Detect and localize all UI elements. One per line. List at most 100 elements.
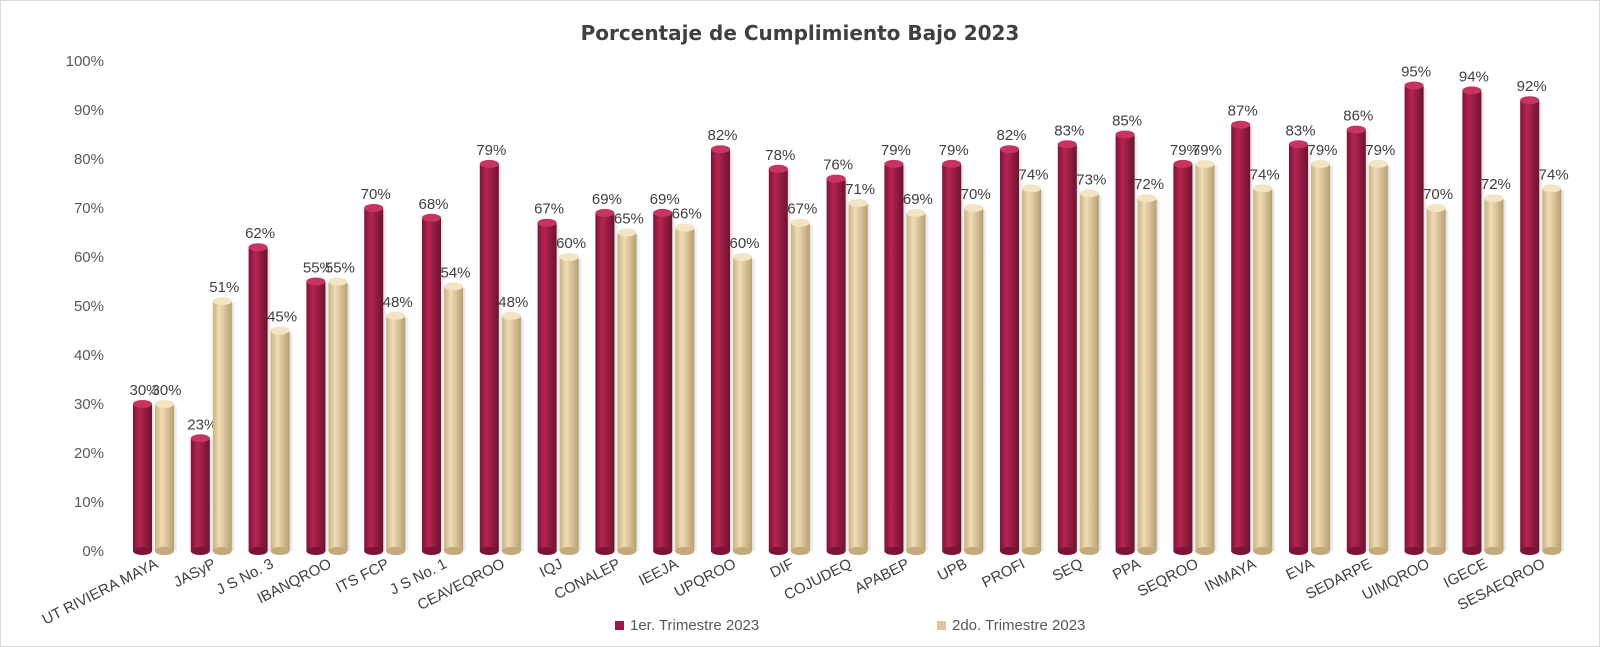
bar-base [1137, 547, 1157, 555]
bar-cap [1520, 96, 1540, 105]
bar-shadow [554, 224, 561, 551]
bar-shadow [150, 406, 156, 551]
bar-base [328, 547, 348, 555]
y-tick-label: 70% [74, 200, 104, 217]
bar-shadow [1306, 146, 1312, 552]
bar-base [1404, 547, 1424, 555]
bar-base [711, 547, 730, 555]
bar-1-ibanqroo [306, 277, 330, 555]
bar-1-sedarpe [1346, 125, 1370, 555]
bar-cap [559, 253, 579, 261]
bar-cap [653, 208, 673, 217]
bar-shadow [496, 165, 503, 551]
x-tick-label: JASyP [171, 555, 219, 591]
bar-shadow [1270, 190, 1277, 551]
bar-cap [1289, 140, 1308, 149]
data-label: 68% [418, 196, 448, 213]
bar-cap [617, 228, 637, 237]
bar-base [1253, 547, 1273, 555]
bar-body [1368, 163, 1388, 551]
data-label: 70% [361, 186, 391, 203]
bar-1-ut-riviera-maya [133, 400, 156, 555]
bar-2-ieeja [675, 223, 699, 555]
bar-cap [1173, 159, 1193, 168]
legend-swatch-series-2 [937, 621, 946, 630]
bar-2-jasyp [212, 297, 236, 555]
bar-base [1346, 547, 1366, 555]
bar-base [942, 547, 962, 555]
bar-cap [906, 208, 926, 217]
legend-swatch-series-1 [615, 621, 624, 630]
bar-shadow [959, 165, 966, 551]
bar-cap [133, 400, 152, 408]
bar-cap [1346, 125, 1366, 134]
data-label: 55% [303, 260, 333, 277]
bar-cap [1311, 159, 1330, 168]
bar-shadow [612, 214, 619, 551]
bar-shadow [381, 210, 388, 551]
bar-cap [1231, 120, 1251, 129]
data-label: 67% [534, 201, 564, 218]
bar-1-iqj [537, 218, 561, 555]
bar-shadow [1421, 87, 1428, 551]
bar-cap [1000, 145, 1019, 154]
data-label: 87% [1228, 103, 1258, 120]
x-tick-label: SEQROO [1135, 555, 1201, 600]
bar-base [1520, 547, 1540, 555]
data-label: 60% [556, 235, 586, 252]
bar-base [826, 547, 846, 555]
bar-1-ceaveqroo [479, 159, 503, 555]
bar-base [884, 547, 904, 555]
bar-base [675, 547, 695, 555]
bar-body [826, 178, 846, 551]
bar-body [711, 149, 730, 551]
bar-base [1000, 547, 1019, 555]
bar-base [444, 547, 463, 555]
bar-body [270, 330, 290, 551]
bar-1-upb [942, 159, 966, 555]
bar-shadow [207, 440, 214, 551]
bar-body [1115, 134, 1135, 551]
data-label: 78% [765, 147, 795, 164]
bar-base [595, 547, 615, 555]
bar-base [364, 547, 384, 555]
bar-cap [595, 208, 615, 217]
bar-cap [675, 223, 695, 232]
bar-shadow [345, 283, 352, 551]
bar-body [1520, 100, 1540, 551]
bar-1-uimqroo [1404, 81, 1428, 555]
data-label: 79% [1307, 142, 1337, 159]
bar-shadow [923, 214, 930, 551]
bar-cap [884, 159, 904, 168]
bar-2-seq [1079, 189, 1103, 555]
bar-base [1173, 547, 1193, 555]
bar-body [1137, 198, 1157, 551]
legend-item-series-1: 1er. Trimestre 2023 [615, 617, 759, 634]
bar-1-cojudeq [826, 174, 850, 555]
bar-2-ibanqroo [328, 277, 352, 555]
data-label: 79% [1170, 142, 1200, 159]
data-label: 74% [1018, 166, 1048, 183]
bar-2-apabep [906, 208, 930, 555]
y-tick-label: 50% [74, 298, 104, 315]
bar-1-upqroo [711, 145, 734, 555]
bar-cap [1404, 81, 1424, 90]
bar-cap [270, 326, 290, 335]
bar-cap [212, 297, 232, 306]
bar-shadow [1017, 151, 1023, 551]
bar-cap [501, 311, 521, 320]
bar-2-dif [790, 218, 814, 555]
bar-body [653, 212, 673, 551]
bar-cap [733, 253, 752, 261]
bar-cap [1057, 140, 1077, 149]
bar-1-ieeja [653, 208, 677, 555]
bar-body [884, 163, 904, 551]
bar-body [190, 438, 210, 551]
bar-base [617, 547, 637, 555]
bar-body [1426, 208, 1446, 551]
x-tick-label: CONALEP [552, 555, 624, 603]
x-tick-label: IQJ [537, 555, 566, 581]
data-label: 54% [440, 264, 470, 281]
data-label: 73% [1076, 171, 1106, 188]
bar-base [1195, 547, 1215, 555]
